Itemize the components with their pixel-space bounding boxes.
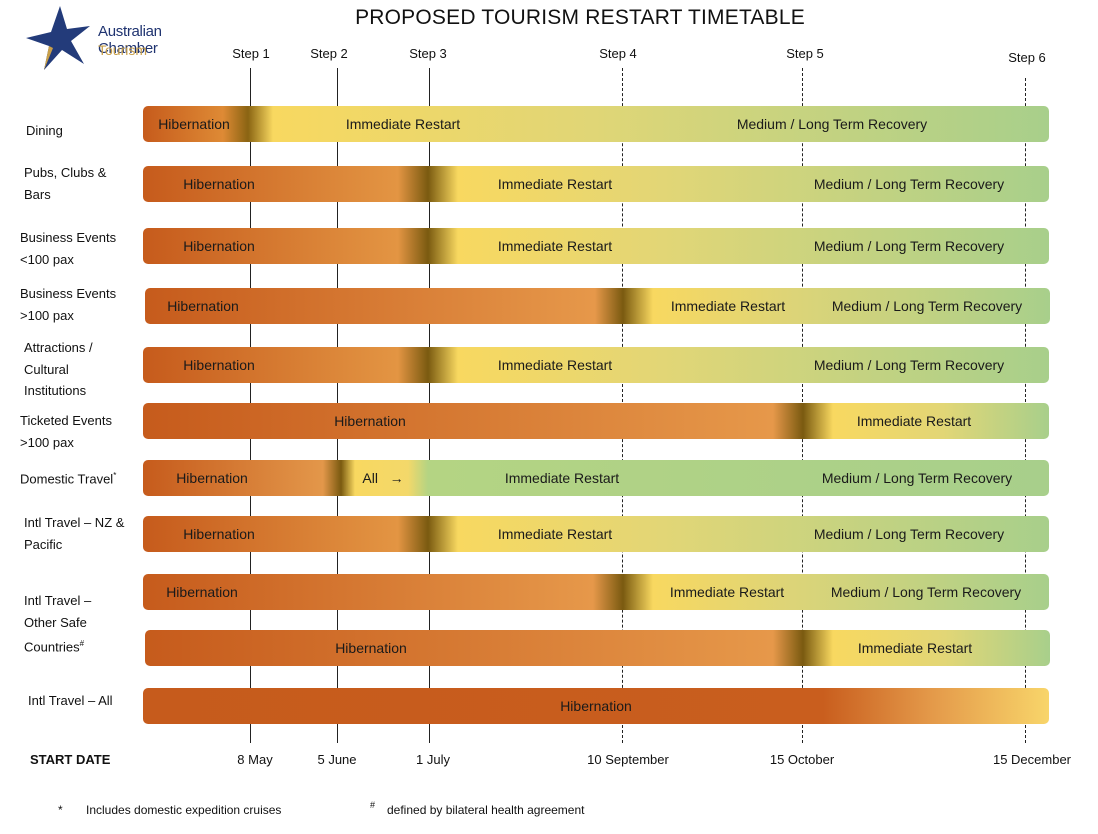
step-5-label: Step 5 (786, 46, 824, 61)
timeline-bar-business-small: Hibernation Immediate Restart Medium / L… (143, 228, 1049, 264)
phase-all: All → (362, 460, 403, 496)
row-label-domestic-text: Domestic Travel (20, 471, 114, 487)
phase-hibernation: Hibernation (560, 698, 632, 714)
phase-immediate-restart: Immediate Restart (669, 584, 785, 600)
phase-immediate-restart: Immediate Restart (497, 238, 613, 254)
row-label-pubs: Pubs, Clubs & Bars (24, 165, 107, 202)
timeline-bar-attractions: Hibernation Immediate Restart Medium / L… (143, 347, 1049, 383)
date-step-4: 10 September (587, 752, 669, 767)
row-label-intl-safe-text: Intl Travel – Other Safe Countries (24, 593, 92, 655)
phase-hibernation: Hibernation (334, 413, 406, 429)
footnote-2-text: defined by bilateral health agreement (387, 803, 585, 817)
step-4-label: Step 4 (599, 46, 637, 61)
footnote-mark-hash: # (79, 639, 85, 648)
page-title: PROPOSED TOURISM RESTART TIMETABLE (355, 6, 805, 29)
row-label-intl-all: Intl Travel – All (28, 693, 113, 708)
phase-recovery: Medium / Long Term Recovery (830, 584, 1022, 600)
footnote-2-mark: # (370, 800, 376, 810)
phase-immediate-restart: Immediate Restart (857, 640, 973, 656)
phase-hibernation: Hibernation (167, 298, 239, 314)
date-step-1: 8 May (237, 752, 273, 767)
timeline-bar-dining: Hibernation Immediate Restart Medium / L… (143, 106, 1049, 142)
phase-hibernation: Hibernation (166, 584, 238, 600)
logo-text-line1: Australian Chamber (98, 23, 162, 57)
timeline-bar-domestic: Hibernation All → Immediate Restart Medi… (143, 460, 1049, 496)
phase-recovery: Medium / Long Term Recovery (831, 298, 1023, 314)
timeline-bar-intl-nz: Hibernation Immediate Restart Medium / L… (143, 516, 1049, 552)
footnote-1-mark: * (58, 803, 63, 817)
timeline-bar-pubs: Hibernation Immediate Restart Medium / L… (143, 166, 1049, 202)
phase-immediate-restart: Immediate Restart (670, 298, 786, 314)
row-label-attractions: Attractions / Cultural Institutions (24, 340, 93, 398)
phase-immediate-restart: Immediate Restart (345, 116, 461, 132)
phase-hibernation: Hibernation (183, 238, 255, 254)
phase-hibernation: Hibernation (183, 526, 255, 542)
row-label-ticketed: Ticketed Events >100 pax (20, 413, 113, 450)
phase-hibernation: Hibernation (158, 116, 230, 132)
phase-immediate-restart: Immediate Restart (497, 357, 613, 373)
phase-hibernation: Hibernation (335, 640, 407, 656)
phase-immediate-restart: Immediate Restart (497, 176, 613, 192)
phase-immediate-restart: Immediate Restart (856, 413, 972, 429)
phase-recovery: Medium / Long Term Recovery (736, 116, 928, 132)
footnote-mark-star: * (113, 471, 117, 480)
phase-hibernation: Hibernation (176, 470, 248, 486)
step-2-label: Step 2 (310, 46, 348, 61)
row-label-business-large: Business Events >100 pax (20, 286, 117, 323)
row-label-intl-safe: Intl Travel – Other Safe Countries# (24, 590, 114, 658)
phase-recovery: Medium / Long Term Recovery (813, 238, 1005, 254)
arrow-right-icon: → (389, 470, 404, 486)
phase-immediate-restart: Immediate Restart (497, 526, 613, 542)
timeline-bar-intl-all: Hibernation (143, 688, 1049, 724)
phase-immediate-restart: Immediate Restart (504, 470, 620, 486)
timeline-bar-intl-safe-a: Hibernation Immediate Restart Medium / L… (143, 574, 1049, 610)
timeline-bar-intl-safe-b: Hibernation Immediate Restart (145, 630, 1050, 666)
timeline-bar-business-large: Hibernation Immediate Restart Medium / L… (145, 288, 1050, 324)
timeline-bar-ticketed: Hibernation Immediate Restart (143, 403, 1049, 439)
phase-recovery: Medium / Long Term Recovery (813, 526, 1005, 542)
row-label-dining: Dining (26, 123, 63, 138)
phase-recovery: Medium / Long Term Recovery (813, 357, 1005, 373)
phase-hibernation: Hibernation (183, 176, 255, 192)
step-6-label: Step 6 (1008, 50, 1046, 65)
logo-text-line2: Tourism (98, 42, 148, 58)
phase-recovery: Medium / Long Term Recovery (821, 470, 1013, 486)
date-step-5: 15 October (769, 752, 835, 767)
start-date-label: START DATE (30, 752, 111, 767)
phase-all-label: All (362, 470, 378, 486)
step-1-label: Step 1 (232, 46, 270, 61)
row-label-business-small: Business Events <100 pax (20, 230, 117, 267)
step-3-label: Step 3 (409, 46, 447, 61)
row-label-intl-nz: Intl Travel – NZ & Pacific (24, 515, 125, 552)
footnote-1-text: Includes domestic expedition cruises (86, 803, 282, 817)
logo: Australian Chamber Tourism (24, 4, 214, 74)
date-step-6: 15 December (992, 752, 1072, 767)
phase-hibernation: Hibernation (183, 357, 255, 373)
date-step-3: 1 July (416, 752, 450, 767)
row-label-domestic: Domestic Travel* (20, 465, 116, 490)
phase-recovery: Medium / Long Term Recovery (813, 176, 1005, 192)
date-step-2: 5 June (317, 752, 357, 767)
star-logo-icon (26, 6, 90, 70)
